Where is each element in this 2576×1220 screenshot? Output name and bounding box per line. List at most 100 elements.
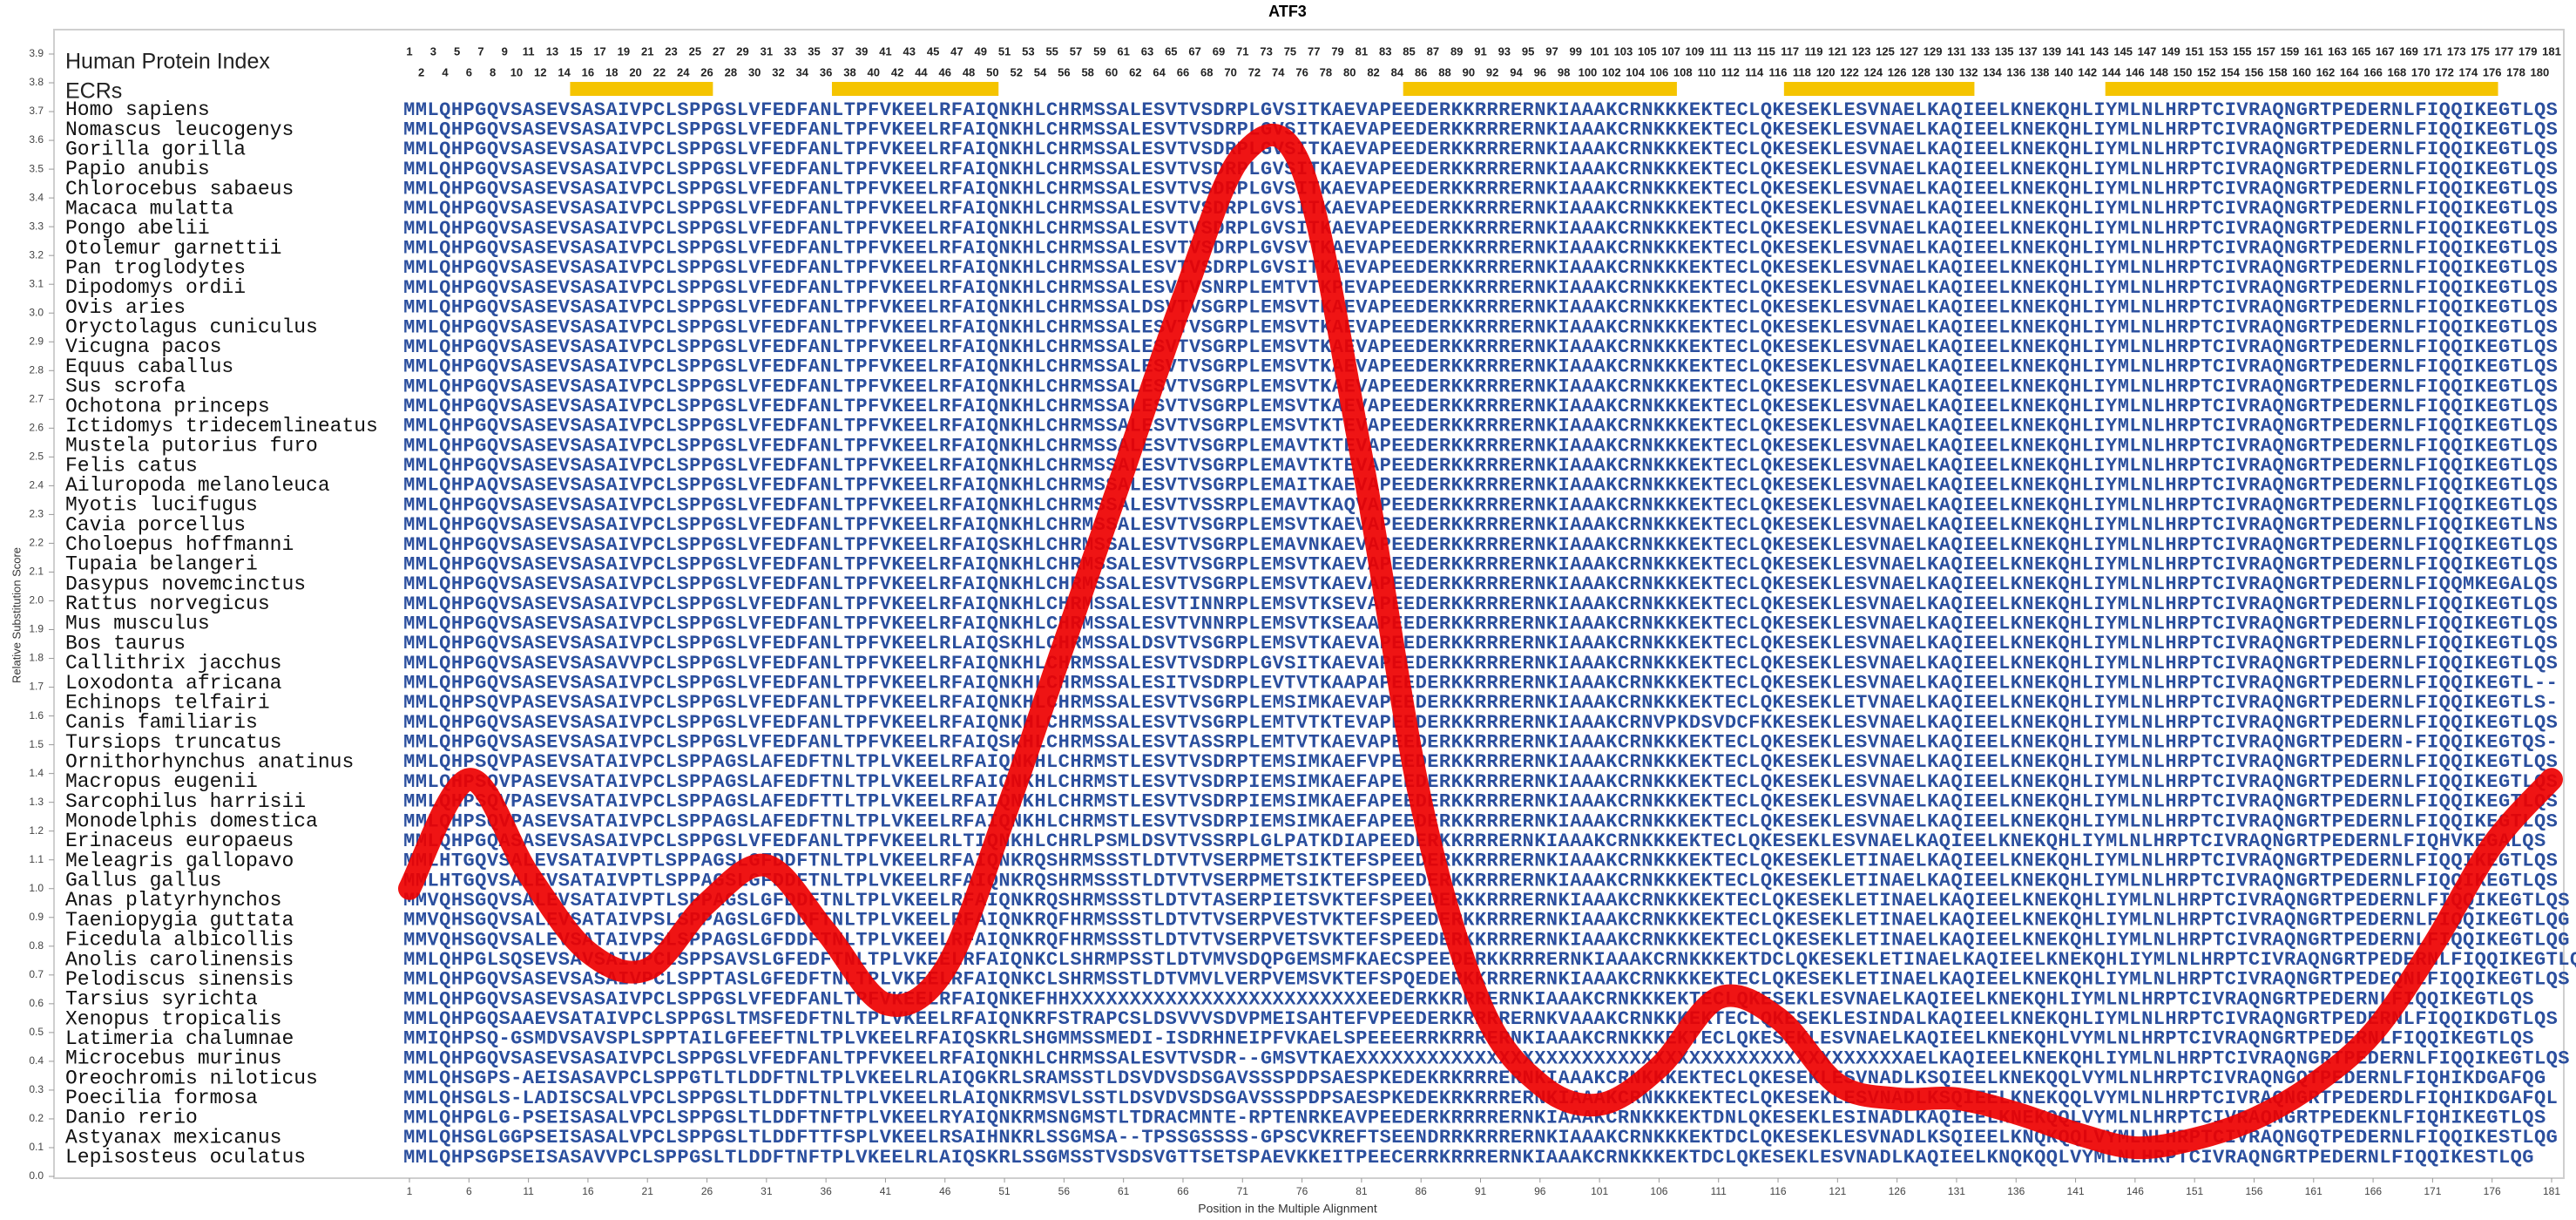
y-tick-label: 3.3 bbox=[29, 220, 44, 232]
ecr-label: ECRs bbox=[65, 79, 122, 104]
protein-index: 98 bbox=[1558, 65, 1570, 78]
x-tick-label: 36 bbox=[820, 1185, 832, 1197]
y-tick-label: 1.7 bbox=[29, 681, 44, 693]
protein-index: 33 bbox=[784, 44, 796, 58]
protein-index: 57 bbox=[1070, 44, 1082, 58]
sequence: MMLQHPGQVSASEVSASAIVPCLSPPGSLVFEDFANLTPF… bbox=[403, 593, 2558, 615]
sequence: MMLQHPGQVSASEVSASAIVPCLSPPGSLVFEDFANLTPF… bbox=[403, 494, 2558, 516]
protein-index: 94 bbox=[1510, 65, 1523, 78]
sequence: MMLQHPSQVPASEVSATAIVPCLSPPAGSLAFEDFTNLTP… bbox=[403, 751, 2558, 773]
protein-index: 123 bbox=[1852, 44, 1871, 58]
protein-index: 149 bbox=[2161, 44, 2180, 58]
x-tick-label: 86 bbox=[1416, 1185, 1428, 1197]
protein-index: 153 bbox=[2209, 44, 2228, 58]
protein-index: 26 bbox=[700, 65, 713, 78]
species-name: Dipodomys ordii bbox=[65, 276, 246, 299]
y-tick-label: 2.8 bbox=[29, 363, 44, 376]
x-tick-label: 76 bbox=[1296, 1185, 1308, 1197]
species-name: Papio anubis bbox=[65, 158, 210, 180]
protein-index: 179 bbox=[2519, 44, 2538, 58]
species-name: Anolis carolinensis bbox=[65, 948, 294, 971]
protein-index: 23 bbox=[665, 44, 677, 58]
x-tick-label: 11 bbox=[523, 1185, 534, 1197]
protein-index: 132 bbox=[1959, 65, 1978, 78]
y-tick-label: 1.5 bbox=[29, 738, 44, 750]
protein-index: 169 bbox=[2399, 44, 2418, 58]
sequence: MMLQHPGQASASEVSASAIVPCLSPPGSLVFEDFANLTPF… bbox=[403, 830, 2546, 852]
species-name: Ovis aries bbox=[65, 296, 186, 319]
protein-index: 165 bbox=[2352, 44, 2371, 58]
protein-index: 21 bbox=[641, 44, 653, 58]
species-name: Dasypus novemcinctus bbox=[65, 573, 306, 595]
protein-index: 109 bbox=[1686, 44, 1705, 58]
protein-index: 17 bbox=[593, 44, 605, 58]
y-tick-label: 0.5 bbox=[29, 1026, 44, 1038]
y-tick-label: 0.1 bbox=[29, 1141, 44, 1153]
protein-index: 119 bbox=[1805, 44, 1823, 58]
species-name: Ochotona princeps bbox=[65, 395, 270, 417]
sequence: MMLQHPGQVSASEVSASAIVPCLSPPGSLVFEDFANLTPF… bbox=[403, 356, 2558, 378]
protein-index: 34 bbox=[796, 65, 809, 78]
sequence: MMLQHPGQVSASEVSASAIVPCLSPPGSLVFEDFANLTPF… bbox=[403, 435, 2558, 457]
protein-index: 8 bbox=[490, 65, 496, 78]
y-tick-label: 0.0 bbox=[29, 1169, 44, 1182]
protein-index: 6 bbox=[466, 65, 472, 78]
protein-index: 142 bbox=[2078, 65, 2097, 78]
ecr-bar bbox=[831, 82, 999, 96]
protein-index: 141 bbox=[2066, 44, 2086, 58]
species-name: Meleagris gallopavo bbox=[65, 850, 294, 872]
protein-index: 166 bbox=[2363, 65, 2383, 78]
protein-index: 164 bbox=[2340, 65, 2359, 78]
y-tick-label: 2.1 bbox=[29, 566, 44, 578]
x-tick-label: 121 bbox=[1829, 1185, 1846, 1197]
protein-index: 22 bbox=[653, 65, 666, 78]
protein-index: 37 bbox=[832, 44, 844, 58]
protein-index: 83 bbox=[1379, 44, 1391, 58]
x-tick-label: 26 bbox=[701, 1185, 713, 1197]
protein-index: 90 bbox=[1463, 65, 1475, 78]
protein-index: 161 bbox=[2304, 44, 2323, 58]
sequence: MMLQHPGQVSASEVSASAIVPCLSPPGSLVFEDFANLTPF… bbox=[403, 218, 2558, 240]
sequence: MMVQHSGQVSALEVSATAIVPSLSPPAGSLGFDDFTNLTP… bbox=[403, 929, 2569, 951]
protein-index: 87 bbox=[1427, 44, 1439, 58]
protein-index: 84 bbox=[1391, 65, 1404, 78]
ecr-bar bbox=[1783, 82, 1975, 96]
protein-index: 44 bbox=[915, 65, 928, 78]
y-tick-label: 1.3 bbox=[29, 796, 44, 808]
species-name: Danio rerio bbox=[65, 1107, 198, 1129]
y-tick-label: 1.2 bbox=[29, 824, 44, 837]
protein-index: 113 bbox=[1734, 44, 1752, 58]
protein-index: 151 bbox=[2185, 44, 2204, 58]
protein-index: 114 bbox=[1745, 65, 1764, 78]
x-tick-label: 176 bbox=[2484, 1185, 2501, 1197]
protein-index: 43 bbox=[903, 44, 916, 58]
species-name: Mus musculus bbox=[65, 613, 210, 635]
species-name: Macaca mulatta bbox=[65, 197, 233, 220]
protein-index: 18 bbox=[605, 65, 618, 78]
x-tick-label: 156 bbox=[2245, 1185, 2262, 1197]
protein-index: 24 bbox=[677, 65, 690, 78]
protein-index: 108 bbox=[1673, 65, 1693, 78]
sequence: MMVQHSGQVSALEVSATAIVPSLSPPAGSLGFDDFTNLTP… bbox=[403, 910, 2569, 932]
species-name: Tupaia belangeri bbox=[65, 553, 258, 576]
protein-index: 32 bbox=[772, 65, 784, 78]
x-tick-label: 116 bbox=[1769, 1185, 1786, 1197]
protein-index: 4 bbox=[442, 65, 449, 78]
protein-index: 12 bbox=[534, 65, 546, 78]
sequence: MMLQHPGQVSASEVSASAIVPCLSPPGSLVFEDFANLTPF… bbox=[403, 297, 2558, 319]
sequence: MMLQHPGQVSASEVSASAIVPCLSPPGSLVFEDFANLTPF… bbox=[403, 99, 2558, 121]
sequence: MMLQHPSQVPASEVSATAIVPCLSPPAGSLAFEDFTNLTP… bbox=[403, 771, 2558, 793]
x-tick-label: 56 bbox=[1058, 1185, 1071, 1197]
species-name: Microcebus murinus bbox=[65, 1047, 281, 1070]
protein-index: 156 bbox=[2245, 65, 2264, 78]
sequence: MMLQHPAQVSASEVSASAIVPCLSPPGSLVFEDFANLTPF… bbox=[403, 475, 2558, 497]
protein-index: 61 bbox=[1117, 44, 1129, 58]
sequence: MMLQHPGQVSASEVSASAIVPCLSPPGSLVFEDFANLTPF… bbox=[403, 159, 2558, 180]
protein-index: 42 bbox=[891, 65, 903, 78]
sequence: MMLQHPSGPSEISASAVVPCLSPPGSLTLDDFTNFTPLVK… bbox=[403, 1147, 2533, 1169]
x-tick-label: 161 bbox=[2305, 1185, 2322, 1197]
y-tick-label: 2.5 bbox=[29, 451, 44, 463]
y-tick-label: 1.0 bbox=[29, 882, 44, 894]
sequence: MMLHTGQVSALEVSATAIVPTLSPPAGSLGFDDFTNLTPL… bbox=[403, 851, 2558, 872]
protein-index: 59 bbox=[1093, 44, 1105, 58]
